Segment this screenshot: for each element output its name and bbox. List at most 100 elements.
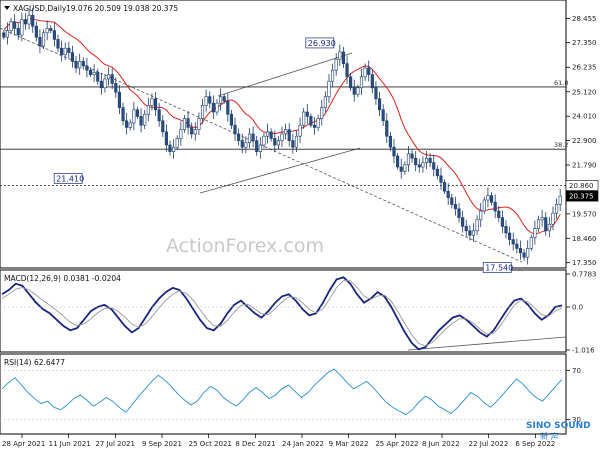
candle-body: [52, 30, 56, 40]
candle-body: [247, 133, 252, 144]
logo-text: SINO SOUND: [526, 421, 591, 431]
candle-body: [493, 201, 497, 212]
candle-body: [219, 96, 223, 104]
macd-axis: 0.7783 0.0 -1.016: [0, 271, 597, 355]
candle-body: [20, 19, 24, 36]
price-tick-label: 18.460: [572, 235, 597, 243]
annotation-text: 17.540: [485, 264, 513, 273]
macd-series-signal: [1, 280, 563, 347]
candle-body: [518, 248, 523, 254]
candle-body: [244, 142, 248, 148]
candle-body: [190, 127, 194, 135]
candle-body: [269, 131, 273, 139]
price-header: XAGUSD,Daily 19.076 20.509 19.038 20.375: [4, 4, 178, 13]
macd-lines: [1, 276, 563, 351]
candle-body: [204, 96, 208, 106]
candle-body: [121, 107, 125, 122]
candle-body: [388, 135, 392, 148]
candle-body: [323, 96, 327, 108]
candle-body: [5, 30, 9, 38]
rsi-series-line: [1, 368, 563, 416]
candle-body: [179, 129, 183, 139]
candle-body: [327, 80, 331, 97]
price-tick-label: 28.455: [572, 15, 597, 23]
candle-body: [197, 118, 201, 130]
candle-body: [240, 140, 244, 148]
candle-body: [164, 131, 168, 146]
candle-body: [331, 69, 335, 82]
price-tick-label: 17.350: [572, 259, 597, 267]
candle-body: [23, 19, 28, 25]
candle-body: [13, 21, 17, 29]
candle-body: [529, 237, 533, 249]
candle-body: [128, 122, 132, 128]
candle-body: [276, 140, 280, 146]
logo-subtext: 新 声: [540, 431, 559, 441]
price-tick-label: 22.900: [572, 137, 597, 145]
candle-body: [363, 67, 367, 78]
candle-body: [63, 47, 67, 56]
candle-body: [233, 124, 237, 135]
candle-body: [540, 217, 544, 221]
price-annotations: 26.930 21.410 17.540: [53, 37, 513, 273]
candle-body: [370, 74, 374, 89]
candle-body: [258, 144, 262, 152]
candle-body: [9, 21, 13, 31]
candle-body: [435, 168, 439, 177]
time-axis: 28 Apr 2021 11 Jun 2021 27 Jul 2021 9 Sep 2…: [2, 434, 555, 448]
candle-body: [265, 131, 270, 137]
channel-upper-line: [217, 52, 353, 97]
price-label-text: 20.375: [569, 193, 594, 201]
candle-body: [208, 96, 212, 104]
candle-body: [450, 197, 454, 205]
candle-body: [551, 212, 555, 225]
candle-body: [522, 252, 526, 258]
rsi-panel-frame: [0, 353, 567, 435]
candle-body: [186, 118, 190, 128]
price-tick-label: 27.350: [572, 39, 597, 47]
price-tick-label: 26.235: [572, 64, 597, 72]
time-tick-label: 8 Dec 2021: [235, 440, 275, 448]
price-axis: 28.455 27.350 26.235 25.120 24.010 22.900 21.7…: [566, 15, 597, 267]
candle-body: [34, 25, 38, 38]
rsi-title: RSI(14) 62.6477: [4, 358, 65, 367]
candle-body: [536, 219, 541, 229]
candle-body: [182, 118, 187, 130]
candle-body: [99, 80, 103, 89]
time-tick-label: 11 Jun 2021: [49, 440, 91, 448]
candle-body: [320, 107, 324, 119]
annotation-text: 21.410: [56, 174, 84, 183]
candle-body: [110, 74, 114, 84]
candle-body: [309, 116, 313, 126]
candle-body: [555, 204, 559, 214]
candle-body: [421, 162, 425, 168]
fib-label: 38.2: [554, 141, 568, 149]
price-tick-label: 21.790: [572, 162, 597, 170]
time-tick-label: 25 Oct 2021: [189, 440, 232, 448]
candle-body: [305, 111, 309, 117]
candle-body: [27, 14, 31, 25]
candle-body: [439, 175, 443, 183]
candle-body: [374, 87, 378, 100]
candle-body: [226, 100, 230, 115]
candle-body: [533, 228, 537, 238]
candle-body: [60, 47, 64, 56]
price-label-text: 20.860: [569, 182, 594, 190]
price-tick-label: 24.010: [572, 113, 597, 121]
candle-body: [280, 133, 284, 141]
rsi-line: [1, 368, 563, 416]
candle-body: [352, 87, 356, 95]
candle-body: [334, 58, 338, 71]
rsi-axis: 70 30: [0, 367, 581, 424]
candle-body: [417, 164, 421, 168]
candle-body: [146, 105, 150, 115]
candle-body: [367, 67, 371, 75]
time-tick-label: 9 Mar 2022: [329, 440, 369, 448]
time-tick-label: 9 Sep 2021: [142, 440, 182, 448]
macd-divergence-line: [407, 336, 567, 351]
candle-body: [302, 111, 306, 126]
macd-title: MACD(12,26,9) 0.0381 -0.0204: [4, 274, 121, 283]
watermark: ActionForex.com: [166, 235, 324, 257]
annotation-box: [53, 173, 83, 184]
candle-body: [222, 96, 226, 102]
